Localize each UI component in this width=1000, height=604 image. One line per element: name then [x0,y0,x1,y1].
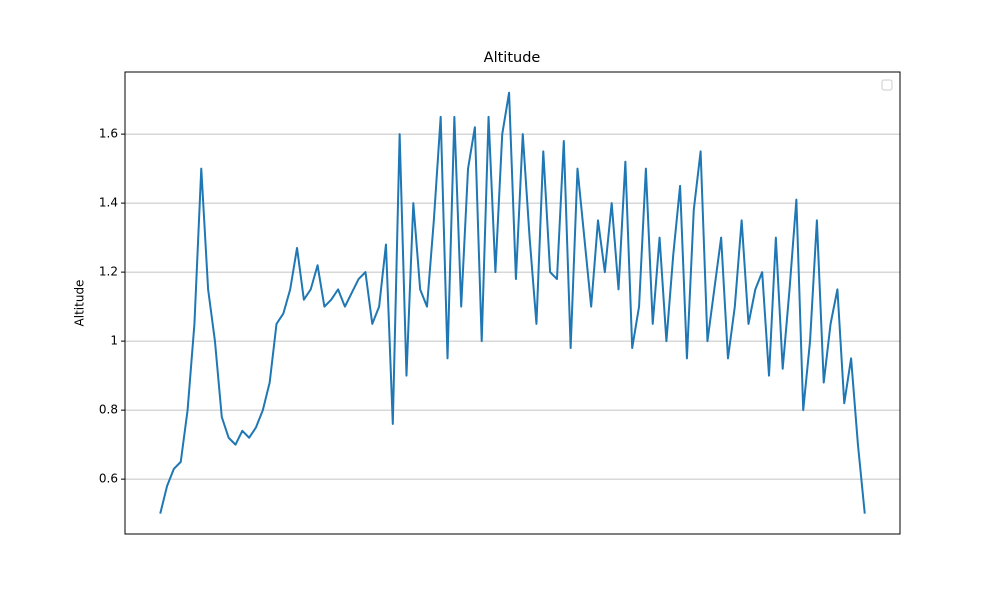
y-tick-label: 1.2 [99,265,118,279]
y-tick-label: 0.6 [99,472,118,486]
plot-frame [124,71,901,535]
line-series [159,91,866,514]
y-tick-label: 1.6 [99,127,118,141]
y-tick-label: 1.4 [99,196,118,210]
y-tick-label: 1 [110,334,118,348]
y-tick-label: 0.8 [99,403,118,417]
chart-title: Altitude [484,50,541,66]
y-axis-label: Altitude [73,280,87,327]
legend [881,79,893,91]
